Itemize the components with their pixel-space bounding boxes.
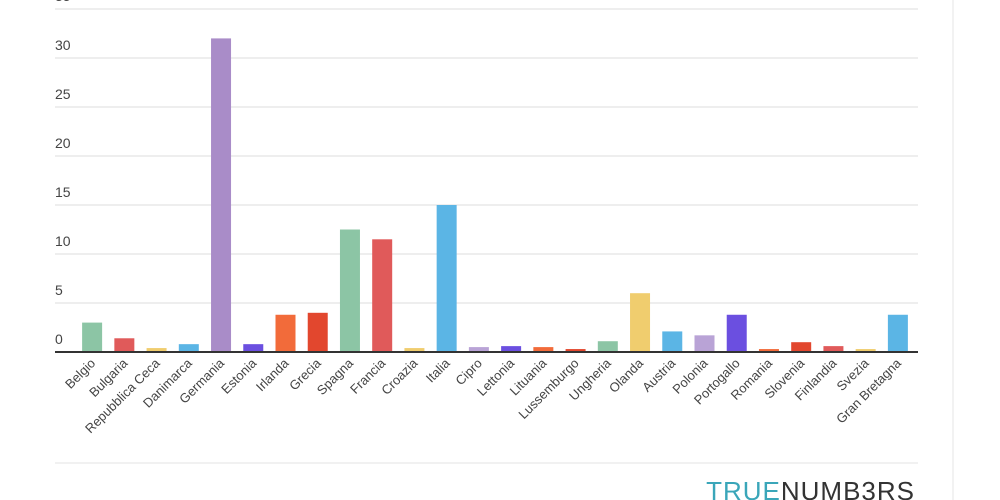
bar — [791, 342, 812, 352]
bar — [211, 38, 232, 353]
bar — [630, 293, 651, 352]
bar — [404, 348, 425, 352]
bar — [501, 346, 522, 352]
x-tick-label: Spagna — [314, 355, 357, 398]
bar — [855, 349, 876, 352]
bar — [178, 344, 199, 352]
y-tick-label: 30 — [55, 37, 71, 53]
x-tick-label: Italia — [423, 355, 454, 386]
y-tick-label: 5 — [55, 282, 63, 298]
x-tick-label: Olanda — [606, 355, 647, 396]
bar — [758, 349, 779, 352]
y-tick-label: 35 — [55, 0, 71, 4]
bar — [597, 341, 618, 352]
bar — [468, 347, 489, 352]
logo-first: TRUE — [706, 476, 781, 500]
bar — [114, 338, 135, 352]
y-tick-label: 20 — [55, 135, 71, 151]
y-tick-label: 0 — [55, 331, 63, 347]
bar — [694, 335, 715, 352]
bar — [726, 314, 747, 352]
y-tick-label: 25 — [55, 86, 71, 102]
bar — [565, 349, 586, 352]
y-tick-label: 10 — [55, 233, 71, 249]
x-tick-label: Estonia — [218, 355, 260, 397]
bar — [887, 314, 908, 352]
bar — [372, 239, 393, 352]
bar — [339, 229, 360, 352]
bar — [243, 344, 264, 352]
bar — [436, 205, 457, 352]
x-tick-label: Irlanda — [253, 355, 292, 394]
y-tick-label: 15 — [55, 184, 71, 200]
bar — [533, 347, 554, 352]
bar — [307, 312, 328, 352]
logo: TRUENUMB3RS — [706, 476, 915, 500]
bar — [146, 348, 167, 352]
bar — [275, 314, 296, 352]
bar — [662, 331, 683, 352]
x-tick-label: Croazia — [378, 355, 421, 398]
bar — [82, 322, 103, 352]
bar — [823, 346, 844, 352]
logo-second: NUMB3RS — [781, 476, 915, 500]
